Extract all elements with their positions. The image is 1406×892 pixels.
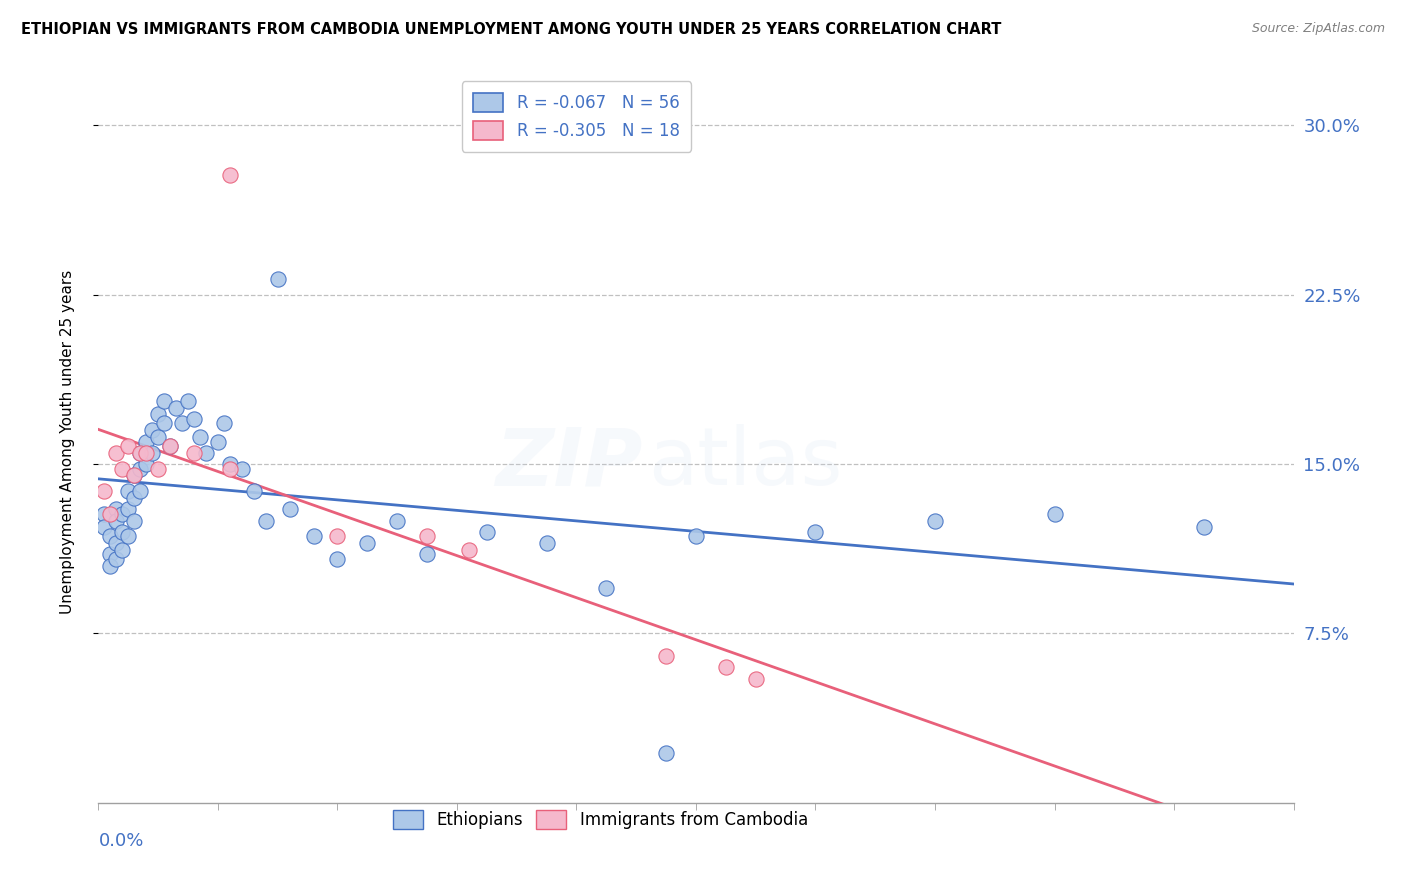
Point <box>117 484 139 499</box>
Point <box>129 484 152 499</box>
Point <box>135 434 157 449</box>
Point <box>595 582 617 596</box>
Point <box>117 502 139 516</box>
Point <box>98 529 122 543</box>
Point <box>475 524 498 539</box>
Point <box>111 524 134 539</box>
Point <box>105 446 128 460</box>
Point <box>153 417 176 431</box>
Text: 0.0%: 0.0% <box>98 831 143 850</box>
Point <box>111 461 134 475</box>
Point <box>416 529 439 543</box>
Point <box>177 393 200 408</box>
Point <box>243 484 266 499</box>
Point <box>148 408 170 422</box>
Point <box>141 423 163 437</box>
Point <box>105 502 128 516</box>
Point <box>159 439 181 453</box>
Point <box>124 514 146 528</box>
Point <box>219 461 242 475</box>
Point <box>148 461 170 475</box>
Point <box>135 446 157 460</box>
Text: ZIP: ZIP <box>495 425 643 502</box>
Point <box>745 672 768 686</box>
Point <box>148 430 170 444</box>
Point <box>188 430 211 444</box>
Point <box>714 660 737 674</box>
Point <box>105 514 128 528</box>
Text: atlas: atlas <box>648 425 842 502</box>
Point <box>172 417 194 431</box>
Point <box>1043 507 1066 521</box>
Point <box>536 536 558 550</box>
Point <box>153 393 176 408</box>
Point <box>165 401 187 415</box>
Point <box>302 529 325 543</box>
Point <box>129 446 152 460</box>
Legend: Ethiopians, Immigrants from Cambodia: Ethiopians, Immigrants from Cambodia <box>385 802 815 838</box>
Point <box>135 457 157 471</box>
Point <box>98 507 122 521</box>
Point <box>195 446 218 460</box>
Point <box>385 514 409 528</box>
Point <box>1192 520 1215 534</box>
Point <box>416 548 439 562</box>
Point <box>254 514 277 528</box>
Point <box>105 552 128 566</box>
Point <box>326 529 349 543</box>
Point <box>129 446 152 460</box>
Point <box>267 272 290 286</box>
Y-axis label: Unemployment Among Youth under 25 years: Unemployment Among Youth under 25 years <box>60 269 75 614</box>
Point <box>117 529 139 543</box>
Point <box>219 168 242 182</box>
Point <box>804 524 827 539</box>
Point <box>655 746 678 760</box>
Text: Source: ZipAtlas.com: Source: ZipAtlas.com <box>1251 22 1385 36</box>
Point <box>111 507 134 521</box>
Point <box>207 434 229 449</box>
Point <box>98 548 122 562</box>
Point <box>231 461 253 475</box>
Point <box>278 502 301 516</box>
Point <box>93 507 115 521</box>
Point <box>124 468 146 483</box>
Point <box>124 491 146 505</box>
Point <box>219 457 242 471</box>
Point <box>183 446 205 460</box>
Point <box>93 520 115 534</box>
Point <box>685 529 707 543</box>
Point <box>124 468 146 483</box>
Point <box>93 484 115 499</box>
Point <box>655 648 678 663</box>
Point <box>212 417 235 431</box>
Point <box>458 542 481 557</box>
Point <box>326 552 349 566</box>
Point <box>117 439 139 453</box>
Text: ETHIOPIAN VS IMMIGRANTS FROM CAMBODIA UNEMPLOYMENT AMONG YOUTH UNDER 25 YEARS CO: ETHIOPIAN VS IMMIGRANTS FROM CAMBODIA UN… <box>21 22 1001 37</box>
Point <box>356 536 378 550</box>
Point <box>183 412 205 426</box>
Point <box>924 514 946 528</box>
Point <box>98 558 122 573</box>
Point <box>129 461 152 475</box>
Point <box>141 446 163 460</box>
Point <box>111 542 134 557</box>
Point <box>159 439 181 453</box>
Point <box>105 536 128 550</box>
